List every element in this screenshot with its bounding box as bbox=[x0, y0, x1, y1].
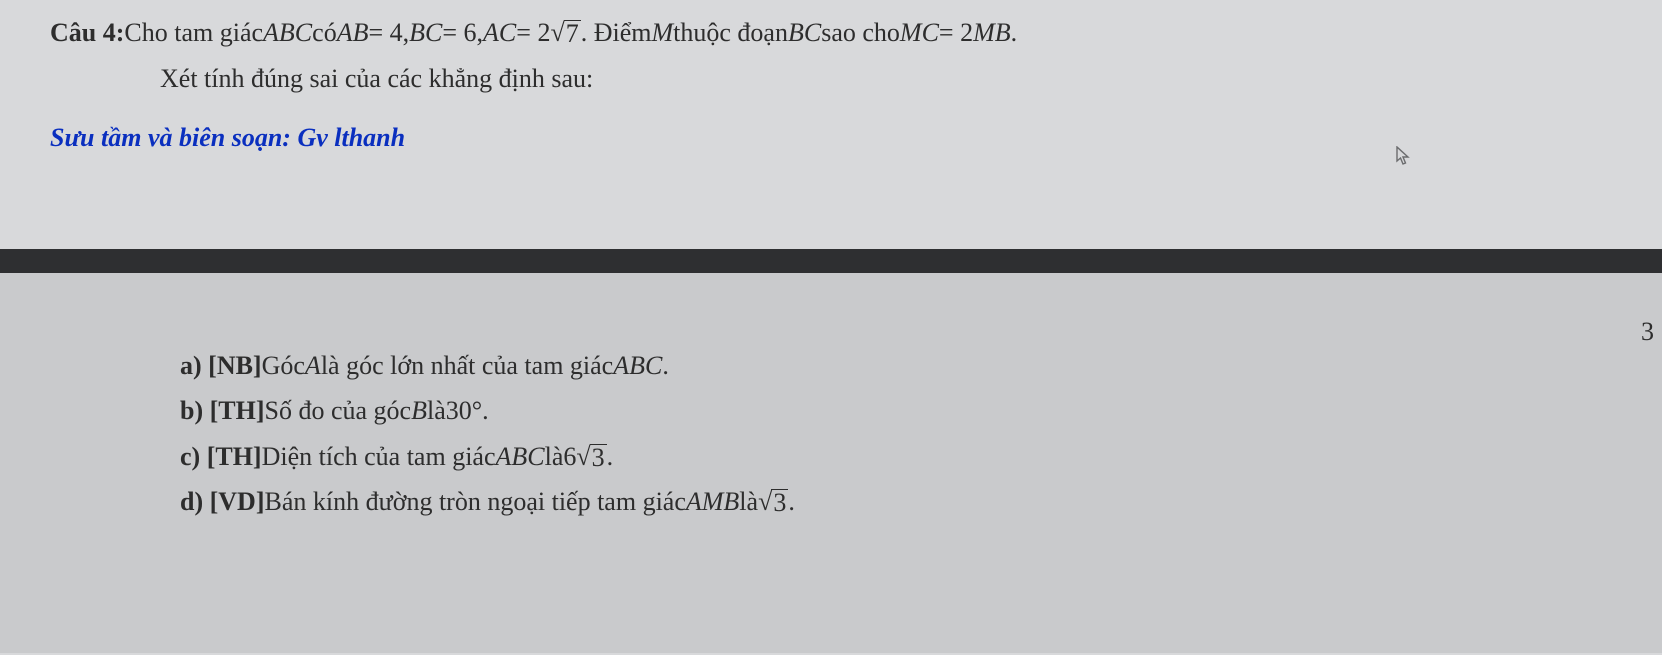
option-d: d) [VD] Bán kính đường tròn ngoại tiếp t… bbox=[180, 479, 1632, 525]
radicand: 3 bbox=[771, 489, 788, 516]
text: thuộc đoạn bbox=[673, 12, 788, 54]
radical-icon: √ bbox=[576, 444, 590, 470]
bc: BC bbox=[409, 12, 442, 54]
text: Cho tam giác bbox=[124, 12, 263, 54]
eq: = 2 bbox=[939, 12, 973, 54]
angle-b: B bbox=[411, 388, 427, 434]
option-tag: a) [NB] bbox=[180, 343, 262, 389]
radical-icon: √ bbox=[550, 20, 564, 46]
sqrt-3: √ 3 bbox=[576, 444, 606, 471]
triangle-abc: ABC bbox=[613, 343, 662, 389]
angle-a: A bbox=[305, 343, 321, 389]
triangle-abc: ABC bbox=[496, 434, 545, 480]
radicand: 7 bbox=[564, 20, 581, 47]
text: . bbox=[482, 388, 489, 434]
coef: 6 bbox=[563, 434, 576, 480]
text: . bbox=[1011, 12, 1018, 54]
option-a: a) [NB] Góc A là góc lớn nhất của tam gi… bbox=[180, 343, 1632, 389]
segment-bc: BC bbox=[788, 12, 821, 54]
text: là bbox=[427, 388, 446, 434]
text: . Điểm bbox=[581, 12, 652, 54]
text: Bán kính đường tròn ngoại tiếp tam giác bbox=[265, 479, 686, 525]
cursor-icon bbox=[1396, 146, 1412, 166]
eq: = 2 bbox=[516, 12, 550, 54]
radicand: 3 bbox=[590, 444, 607, 471]
option-tag: d) [VD] bbox=[180, 479, 265, 525]
ac: AC bbox=[483, 12, 516, 54]
text: là góc lớn nhất của tam giác bbox=[321, 343, 613, 389]
mc: MC bbox=[900, 12, 939, 54]
option-b: b) [TH] Số đo của góc B là 30° . bbox=[180, 388, 1632, 434]
ab: AB bbox=[337, 12, 369, 54]
option-tag: b) [TH] bbox=[180, 388, 265, 434]
page-number: 3 bbox=[1641, 309, 1654, 355]
text: là bbox=[739, 479, 758, 525]
page: Câu 4: Cho tam giác ABC có AB = 4, BC = … bbox=[0, 0, 1662, 655]
text: Số đo của góc bbox=[265, 388, 412, 434]
option-c: c) [TH] Diện tích của tam giác ABC là 6 … bbox=[180, 434, 1632, 480]
question-line-2: Xét tính đúng sai của các khẳng định sau… bbox=[50, 58, 1632, 100]
option-tag: c) [TH] bbox=[180, 434, 262, 480]
text: là bbox=[545, 434, 564, 480]
text: sao cho bbox=[821, 12, 900, 54]
section-divider bbox=[0, 249, 1662, 273]
degrees: 30° bbox=[446, 388, 482, 434]
options-block: 3 a) [NB] Góc A là góc lớn nhất của tam … bbox=[0, 273, 1662, 653]
radical-icon: √ bbox=[758, 489, 772, 515]
triangle-abc: ABC bbox=[263, 12, 312, 54]
triangle-amb: AMB bbox=[686, 479, 739, 525]
mb: MB bbox=[973, 12, 1011, 54]
point-m: M bbox=[652, 12, 674, 54]
eq: = 4, bbox=[368, 12, 409, 54]
text: . bbox=[788, 479, 795, 525]
question-block: Câu 4: Cho tam giác ABC có AB = 4, BC = … bbox=[0, 0, 1662, 179]
text: có bbox=[312, 12, 337, 54]
text: Góc bbox=[262, 343, 305, 389]
author-line: Sưu tầm và biên soạn: Gv lthanh bbox=[50, 117, 1632, 159]
text: . bbox=[607, 434, 614, 480]
eq: = 6, bbox=[442, 12, 483, 54]
question-label: Câu 4: bbox=[50, 12, 124, 54]
question-line-1: Câu 4: Cho tam giác ABC có AB = 4, BC = … bbox=[50, 12, 1632, 54]
text: . bbox=[662, 343, 669, 389]
sqrt-3: √ 3 bbox=[758, 489, 788, 516]
text: Diện tích của tam giác bbox=[262, 434, 496, 480]
sqrt-7: √ 7 bbox=[550, 20, 580, 47]
